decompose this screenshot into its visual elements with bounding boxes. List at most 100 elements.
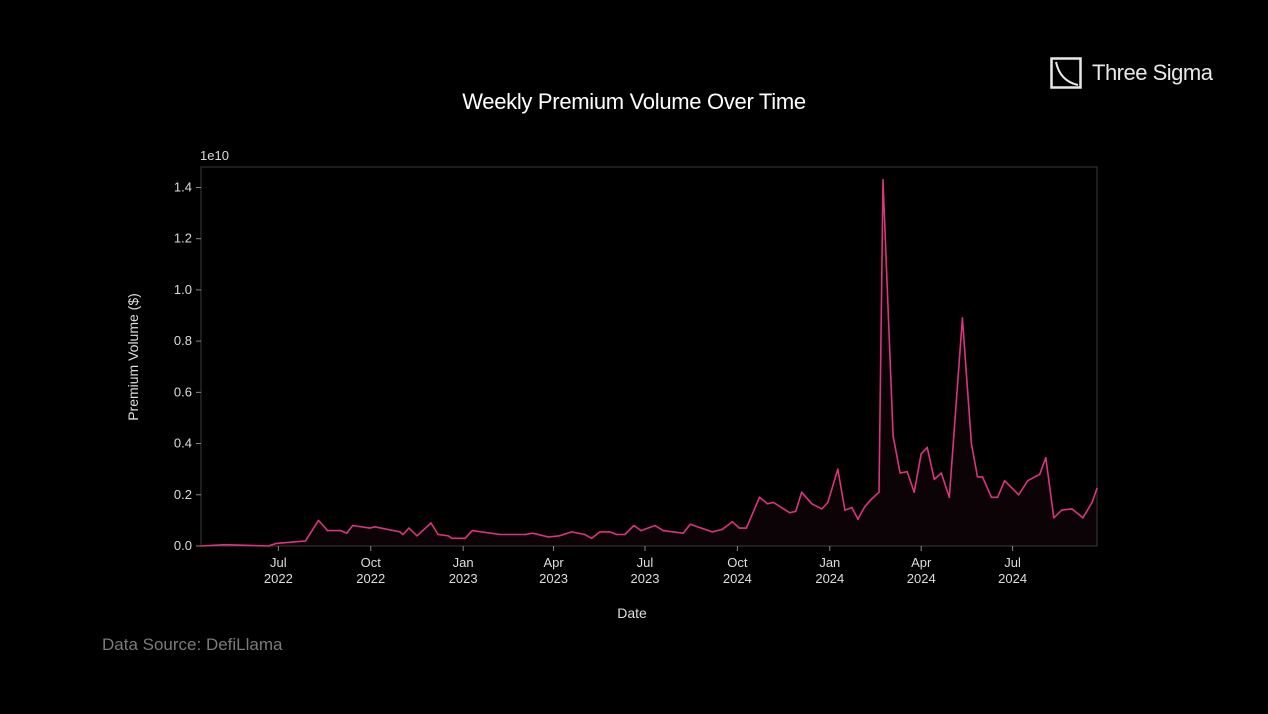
- data-point: [920, 453, 923, 455]
- x-tick-year: 2022: [264, 571, 293, 586]
- data-point: [913, 491, 915, 494]
- data-point: [826, 501, 829, 504]
- data-point: [976, 476, 979, 478]
- data-point: [570, 531, 573, 533]
- x-tick-year: 2023: [449, 571, 478, 586]
- data-point: [926, 446, 929, 449]
- data-point: [224, 543, 226, 546]
- brand-logo: Three Sigma: [1050, 57, 1213, 89]
- data-point: [996, 496, 999, 499]
- data-point: [766, 502, 769, 505]
- data-point: [1017, 493, 1020, 496]
- data-point: [871, 497, 873, 500]
- x-tick-month: Oct: [361, 555, 382, 570]
- data-point: [583, 533, 586, 536]
- data-point: [451, 537, 453, 540]
- data-point: [745, 527, 748, 529]
- data-point: [933, 478, 936, 481]
- data-point: [970, 442, 973, 445]
- data-point: [1038, 473, 1041, 476]
- data-point: [524, 533, 527, 536]
- data-point: [1091, 501, 1093, 504]
- data-point: [368, 527, 371, 529]
- y-tick-label: 0.4: [174, 436, 192, 451]
- data-point: [1003, 479, 1006, 482]
- data-point: [471, 529, 474, 532]
- data-point: [499, 533, 502, 536]
- data-point: [654, 524, 656, 527]
- x-tick-month: Jul: [270, 555, 287, 570]
- data-point: [882, 179, 884, 181]
- data-point: [1071, 508, 1073, 510]
- data-point: [990, 496, 993, 499]
- y-offset-label: 1e10: [200, 148, 229, 163]
- data-point: [275, 542, 278, 545]
- data-point: [531, 532, 534, 534]
- data-point: [547, 536, 550, 538]
- data-point: [837, 468, 839, 470]
- data-point: [345, 532, 348, 534]
- data-point: [948, 496, 951, 499]
- x-tick-year: 2023: [631, 571, 660, 586]
- data-point: [1053, 517, 1055, 519]
- data-point: [624, 533, 626, 536]
- y-axis-label: Premium Volume ($): [125, 293, 141, 421]
- data-point: [351, 524, 354, 527]
- x-tick-month: Jan: [819, 555, 840, 570]
- data-point: [558, 534, 561, 537]
- data-point: [200, 545, 202, 547]
- y-tick-label: 1.2: [174, 231, 192, 246]
- data-point: [464, 537, 466, 540]
- data-point: [711, 531, 714, 533]
- data-point: [1061, 509, 1063, 511]
- data-point: [857, 518, 859, 520]
- data-point: [662, 529, 664, 532]
- data-source-note: Data Source: DefiLlama: [102, 635, 283, 654]
- data-point: [906, 470, 908, 473]
- data-point: [616, 533, 618, 536]
- brand-name: Three Sigma: [1092, 60, 1213, 85]
- data-point: [800, 491, 803, 494]
- series-line: [200, 179, 1098, 547]
- chart-title: Weekly Premium Volume Over Time: [462, 89, 806, 114]
- x-tick-month: Jul: [637, 555, 654, 570]
- data-point: [961, 317, 964, 319]
- data-point: [731, 520, 734, 523]
- y-tick-label: 0.0: [174, 538, 192, 553]
- x-tick-month: Apr: [543, 555, 564, 570]
- data-point: [416, 534, 418, 537]
- data-point: [810, 502, 813, 505]
- data-point: [590, 537, 593, 540]
- data-point: [721, 528, 724, 531]
- y-tick-label: 0.2: [174, 487, 192, 502]
- x-tick-year: 2024: [723, 571, 752, 586]
- data-point: [1026, 479, 1029, 482]
- x-tick-year: 2023: [539, 571, 568, 586]
- data-point: [788, 511, 791, 514]
- data-point: [682, 532, 684, 534]
- data-point: [437, 533, 439, 536]
- data-point: [1096, 487, 1098, 490]
- x-axis-label: Date: [617, 605, 647, 621]
- x-tick-year: 2024: [815, 571, 844, 586]
- data-point: [1082, 517, 1084, 519]
- plot-frame: [200, 166, 1098, 547]
- data-point: [598, 531, 601, 533]
- data-point: [402, 533, 404, 536]
- data-point: [267, 545, 270, 547]
- data-point: [878, 491, 880, 494]
- y-tick-label: 0.8: [174, 333, 192, 348]
- y-tick-label: 1.4: [174, 179, 192, 194]
- data-point: [609, 531, 611, 533]
- data-point: [892, 435, 894, 437]
- data-point: [430, 522, 432, 524]
- data-point: [940, 472, 943, 474]
- data-point: [820, 508, 823, 510]
- data-point: [864, 505, 866, 508]
- data-point: [339, 529, 342, 532]
- data-point: [981, 476, 984, 478]
- data-point: [1044, 456, 1047, 459]
- data-point: [373, 525, 376, 528]
- data-point: [447, 534, 449, 537]
